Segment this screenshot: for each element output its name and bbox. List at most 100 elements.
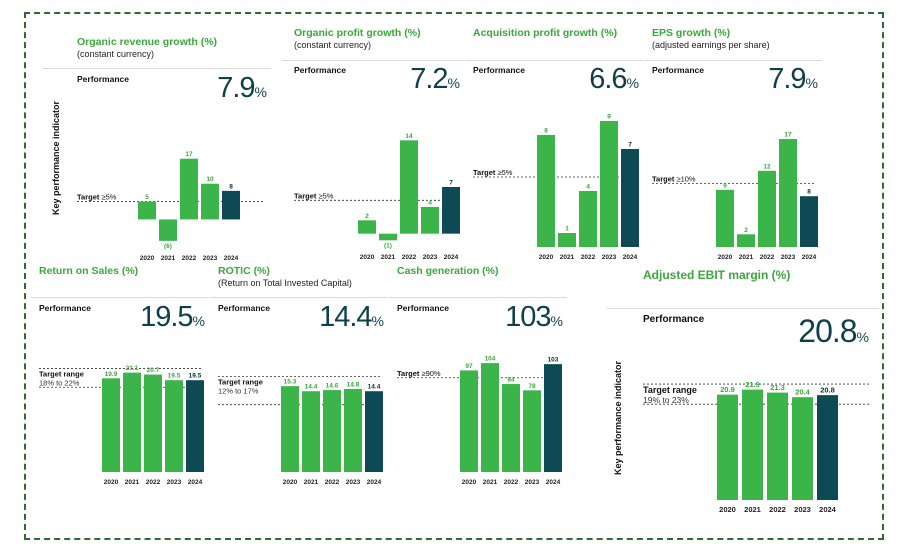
data-label: 14.6 [326, 383, 339, 390]
chart-title: EPS growth (%) [652, 27, 731, 39]
data-label: 2 [744, 227, 748, 234]
performance-number: 20.8 [798, 313, 857, 349]
side-label-ebit: Key performance indicator [613, 360, 623, 476]
chart-title: Acquisition profit growth (%) [473, 27, 618, 39]
performance-label: Performance [294, 65, 346, 75]
data-label: 1 [565, 226, 569, 233]
performance-label: Performance [77, 74, 129, 84]
data-label: 19.9 [105, 371, 118, 378]
category-label: 2022 [760, 254, 775, 261]
data-label: 10 [206, 176, 214, 183]
performance-value: 7.9% [217, 74, 267, 103]
bar-2023 [523, 390, 541, 472]
target-value: ≥5% [101, 193, 116, 202]
bar-2024 [621, 149, 639, 247]
bar-2020 [537, 135, 555, 247]
category-label: 2020 [360, 254, 375, 261]
performance-label: Performance [473, 65, 525, 75]
performance-unit: % [550, 313, 563, 329]
bar-2024 [186, 380, 204, 472]
bar-chart: Target ≥5% 8 2020 1 2021 4 2022 9 2023 7 2024 [473, 114, 639, 261]
bar-2022 [323, 390, 341, 472]
bar-chart: Target ≥5% 5 2020 (6) 2021 17 2022 10 2023 8 2024 [77, 151, 263, 262]
category-label: 2020 [283, 479, 298, 486]
performance-number: 6.6 [589, 63, 627, 95]
bar-2020 [716, 189, 734, 247]
bar-2023 [165, 380, 183, 472]
bar-2020 [717, 394, 738, 500]
data-label: 14.8 [347, 381, 360, 388]
data-label: 21.9 [745, 380, 760, 389]
performance-number: 103 [505, 301, 551, 333]
cash-generation-panel: Cash generation (%) Performance 103% Target… [389, 265, 567, 492]
separator-line [389, 297, 567, 298]
acquisition-profit-panel: Acquisition profit growth (%) Performance… [465, 27, 643, 267]
category-label: 2021 [304, 479, 319, 486]
category-label: 2024 [546, 479, 561, 486]
organic-revenue-panel: Organic revenue growth (%) (constant curr… [43, 36, 271, 268]
category-label: 2023 [525, 479, 540, 486]
bar-2022 [180, 158, 198, 220]
category-label: 2023 [167, 479, 182, 486]
bar-chart: Target ≥5% 2 2020 (1) 2021 14 2022 4 2023 7 2024 [294, 133, 460, 261]
bar-2021 [742, 389, 763, 500]
data-label: (1) [384, 242, 392, 249]
organic-profit-panel: Organic profit growth (%) (constant curre… [282, 27, 464, 267]
bar-2022 [144, 374, 162, 472]
performance-label: Performance [652, 65, 704, 75]
target-label: Target ≥90% [397, 369, 441, 378]
category-label: 2023 [346, 479, 361, 486]
category-label: 2024 [188, 479, 203, 486]
performance-number: 7.2 [410, 63, 448, 95]
category-label: 2022 [402, 254, 417, 261]
data-label: 20.9 [720, 385, 735, 394]
performance-unit: % [254, 84, 267, 100]
performance-number: 14.4 [319, 301, 372, 333]
performance-unit: % [805, 75, 818, 91]
separator-line [31, 297, 209, 298]
data-label: 97 [465, 363, 473, 370]
bar-2023 [344, 388, 362, 472]
data-label: 21.3 [770, 383, 785, 392]
bar-2024 [800, 196, 818, 247]
category-label: 2024 [444, 254, 459, 261]
data-label: 7 [449, 180, 453, 187]
data-label: 8 [229, 183, 233, 190]
rotic-panel: ROTIC (%) (Return on Total Invested Capit… [210, 265, 388, 492]
bar-2020 [460, 370, 478, 472]
data-label: 21.1 [126, 365, 139, 372]
data-label: 4 [428, 200, 432, 207]
performance-value: 6.6% [589, 65, 639, 94]
bar-2021 [123, 372, 141, 472]
category-label: 2021 [739, 254, 754, 261]
target-value: ≥10% [676, 175, 695, 184]
category-label: 2024 [367, 479, 382, 486]
bar-2023 [792, 397, 813, 500]
target-range-text: 18% to 22% [39, 378, 80, 387]
data-label: 14 [405, 133, 413, 140]
separator-line [607, 308, 879, 309]
data-label: 19.5 [168, 373, 181, 380]
data-label: 19.5 [189, 373, 202, 380]
data-label: 2 [365, 213, 369, 220]
chart-title: Cash generation (%) [397, 265, 499, 277]
data-label: 17 [784, 132, 792, 139]
bar-2022 [400, 140, 418, 234]
data-label: (6) [164, 243, 172, 250]
target-value: ≥5% [318, 191, 333, 200]
bar-2021 [558, 233, 576, 247]
data-label: 8 [544, 128, 548, 135]
category-label: 2024 [819, 505, 837, 514]
bar-2021 [737, 234, 755, 247]
chart-title: Organic revenue growth (%) [77, 36, 218, 48]
side-label-top: Key performance indicator [51, 100, 61, 216]
bar-2024 [544, 364, 562, 472]
category-label: 2021 [381, 254, 396, 261]
target-value: ≥90% [421, 369, 440, 378]
performance-value: 7.9% [768, 65, 818, 94]
bar-2020 [281, 386, 299, 472]
bar-chart: Target ≥90% 97 2020 104 2021 84 2022 78 2023 103 2… [397, 356, 562, 486]
chart-title: ROTIC (%) [218, 265, 270, 277]
